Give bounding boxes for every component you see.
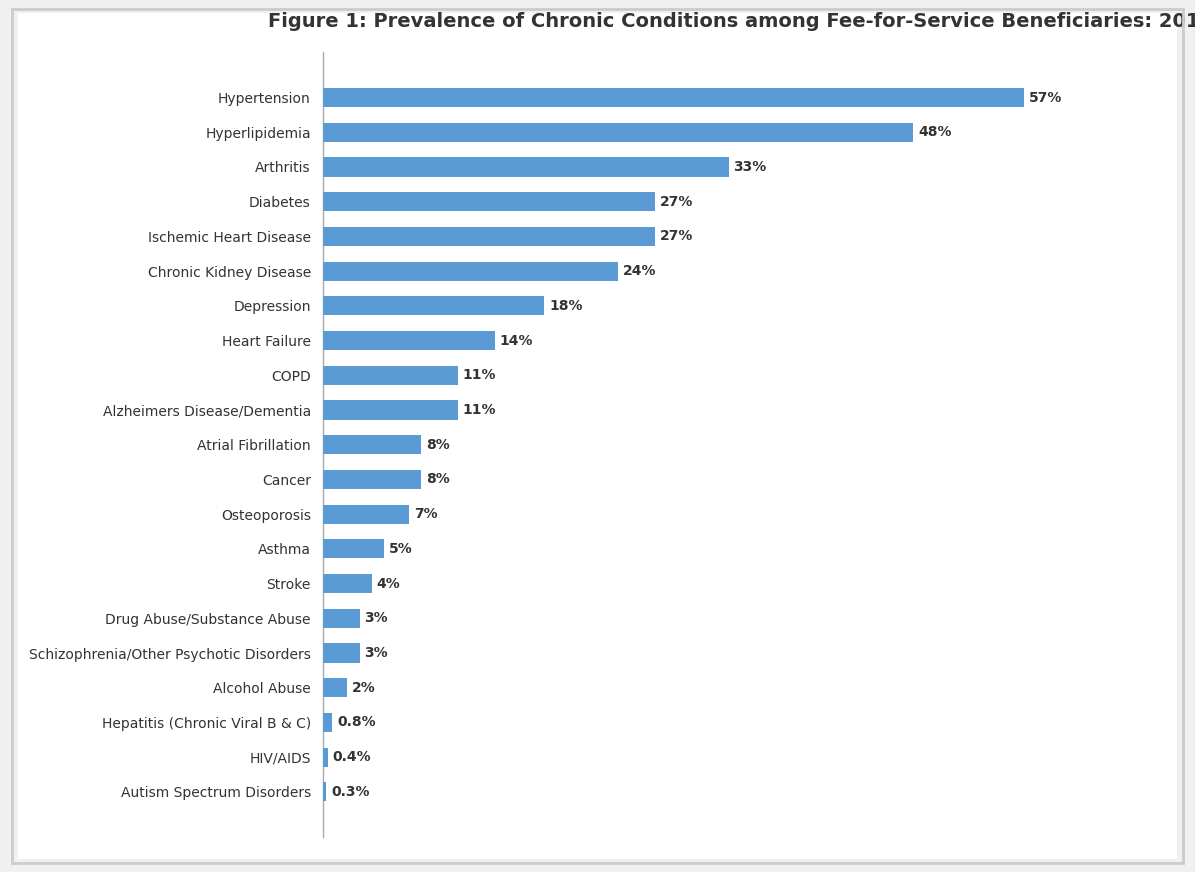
Bar xyxy=(323,192,655,211)
Text: 8%: 8% xyxy=(425,438,449,452)
Bar xyxy=(323,574,372,593)
Text: 57%: 57% xyxy=(1029,91,1062,105)
Text: 0.3%: 0.3% xyxy=(331,785,369,799)
Text: 5%: 5% xyxy=(390,542,412,555)
Bar xyxy=(323,644,360,663)
Bar xyxy=(323,158,729,176)
Bar xyxy=(323,400,458,419)
Title: Figure 1: Prevalence of Chronic Conditions among Fee-for-Service Beneficiaries: : Figure 1: Prevalence of Chronic Conditio… xyxy=(269,12,1195,31)
Bar xyxy=(323,262,618,281)
Text: 0.4%: 0.4% xyxy=(332,750,372,764)
Text: 3%: 3% xyxy=(364,611,388,625)
Text: 11%: 11% xyxy=(462,368,496,382)
Bar xyxy=(323,88,1024,107)
Text: 3%: 3% xyxy=(364,646,388,660)
Bar xyxy=(323,782,326,801)
Text: 24%: 24% xyxy=(623,264,656,278)
Text: 2%: 2% xyxy=(353,681,376,695)
Text: 27%: 27% xyxy=(660,229,693,243)
Bar xyxy=(323,435,421,454)
Bar xyxy=(323,609,360,628)
Bar xyxy=(323,539,384,558)
Bar xyxy=(323,505,409,524)
Text: 14%: 14% xyxy=(500,334,533,348)
Bar xyxy=(323,123,913,142)
Bar xyxy=(323,713,332,732)
Bar xyxy=(323,365,458,385)
Text: 7%: 7% xyxy=(413,508,437,521)
Bar xyxy=(323,470,421,489)
Bar xyxy=(323,678,348,698)
Text: 8%: 8% xyxy=(425,473,449,487)
Text: 4%: 4% xyxy=(376,576,400,590)
Text: 0.8%: 0.8% xyxy=(337,715,376,730)
Text: 11%: 11% xyxy=(462,403,496,417)
Bar xyxy=(323,331,495,351)
Text: 18%: 18% xyxy=(549,299,582,313)
Text: 27%: 27% xyxy=(660,194,693,208)
Text: 33%: 33% xyxy=(734,160,767,174)
Bar xyxy=(323,227,655,246)
Bar xyxy=(323,296,544,316)
Bar xyxy=(323,747,327,766)
Text: 48%: 48% xyxy=(918,126,951,140)
